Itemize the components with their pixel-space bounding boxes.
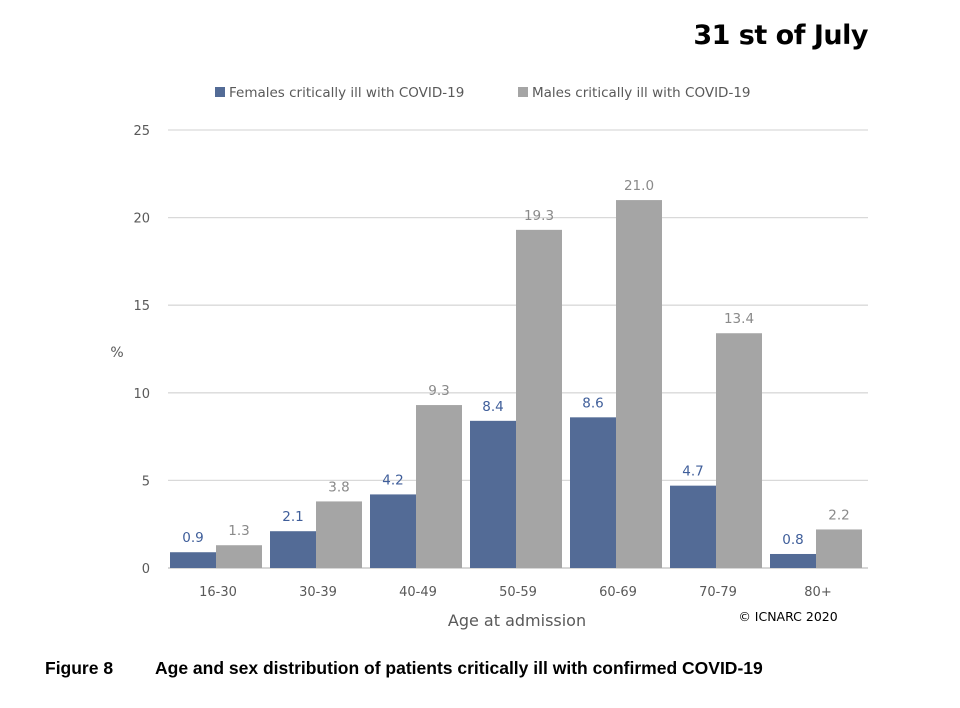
legend-swatch (518, 87, 528, 97)
data-label: 4.7 (682, 464, 703, 480)
male-bar (316, 501, 362, 568)
caption-text: Age and sex distribution of patients cri… (155, 658, 763, 678)
data-label: 0.9 (182, 530, 203, 546)
x-tick-label: 60-69 (599, 585, 637, 600)
male-bar (616, 200, 662, 568)
legend-label: Females critically ill with COVID-19 (229, 85, 464, 101)
y-tick-label: 0 (142, 562, 150, 577)
y-tick-label: 25 (133, 124, 150, 139)
legend: Females critically ill with COVID-19 Male… (215, 85, 751, 101)
male-bar (216, 545, 262, 568)
x-tick-label: 40-49 (399, 585, 437, 600)
copyright: © ICNARC 2020 (738, 609, 837, 624)
data-label: 2.1 (282, 509, 303, 525)
data-label: 4.2 (382, 472, 403, 488)
legend-label: Males critically ill with COVID-19 (532, 85, 751, 101)
y-tick-label: 5 (142, 474, 150, 489)
figure-caption: Figure 8 Age and sex distribution of pati… (45, 658, 763, 679)
male-bar (416, 405, 462, 568)
male-bar (716, 333, 762, 568)
y-tick-label: 20 (133, 212, 150, 227)
legend-swatch (215, 87, 225, 97)
x-tick-label: 50-59 (499, 585, 537, 600)
x-tick-label: 80+ (804, 585, 831, 600)
female-bar (670, 485, 716, 568)
x-tick-label: 70-79 (699, 585, 737, 600)
x-tick-label: 30-39 (299, 585, 337, 600)
x-tick-label: 16-30 (199, 585, 237, 600)
date-label: 31 st of July (693, 20, 868, 51)
data-label: 21.0 (624, 178, 654, 194)
data-label: 8.6 (582, 395, 603, 411)
female-bar (170, 552, 216, 568)
data-label: 13.4 (724, 311, 754, 327)
data-label: 1.3 (228, 523, 249, 539)
data-label: 9.3 (428, 383, 449, 399)
female-bar (470, 420, 516, 568)
data-label: 3.8 (328, 479, 349, 495)
figure-number: Figure 8 (45, 658, 114, 678)
data-label: 19.3 (524, 208, 554, 224)
female-bar (370, 494, 416, 568)
bars: 0.9 1.3 2.1 3.8 4.2 9.3 8.4 19.3 8.6 21.0 4.7 13.4 0… (170, 178, 862, 568)
data-label: 2.2 (828, 507, 849, 523)
y-axis-label: % (110, 345, 123, 361)
y-tick-label: 15 (133, 299, 150, 314)
data-label: 0.8 (782, 532, 803, 548)
male-bar (516, 229, 562, 568)
male-bar (816, 529, 862, 568)
x-axis-label: Age at admission (448, 611, 586, 630)
female-bar (770, 553, 816, 568)
female-bar (270, 531, 316, 568)
female-bar (570, 417, 616, 568)
y-tick-label: 10 (133, 387, 150, 402)
data-label: 8.4 (482, 399, 503, 415)
